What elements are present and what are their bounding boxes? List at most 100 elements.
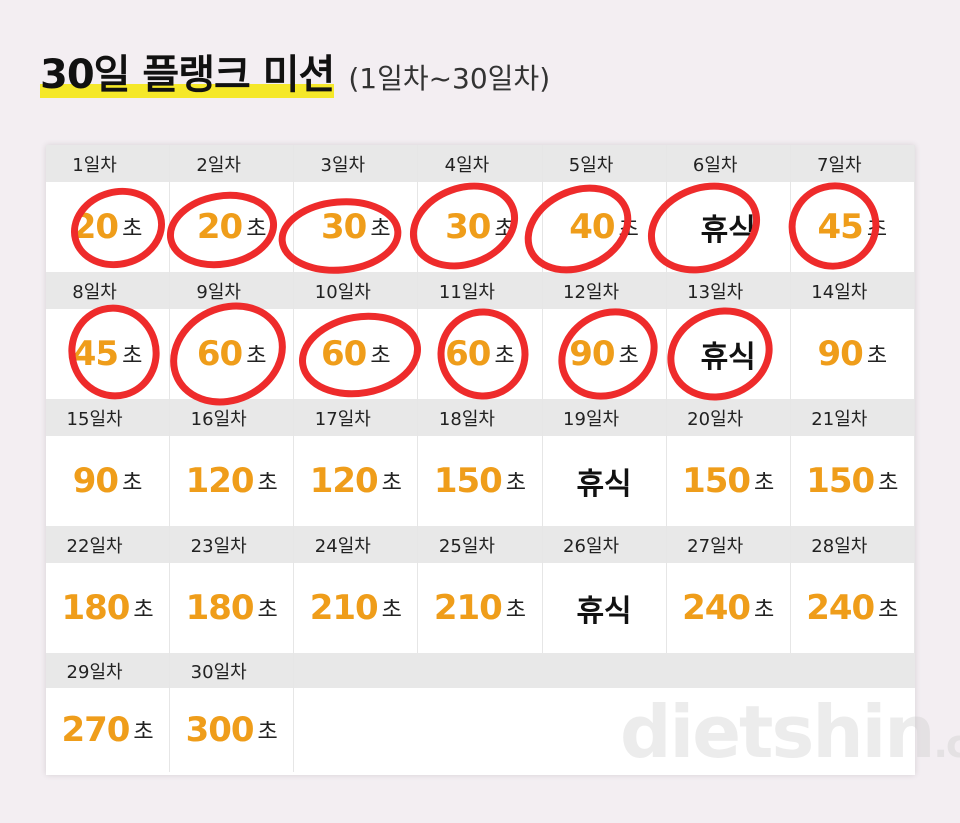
day-label: 8일차	[46, 272, 170, 309]
seconds-value: 210	[309, 588, 379, 628]
seconds-unit: 초	[866, 217, 888, 242]
day-label: 25일차	[418, 526, 542, 563]
seconds-value: 270	[61, 710, 130, 750]
seconds-unit: 초	[754, 471, 775, 496]
day-cell: 25일차 210 초	[418, 526, 543, 653]
seconds-value: 90	[817, 334, 864, 374]
day-value: 180 초	[170, 563, 294, 653]
seconds-unit: 초	[494, 217, 515, 242]
seconds-value: 300	[185, 710, 255, 750]
day-label: 14일차	[790, 272, 914, 309]
title-block: 30일 플랭크 미션 (1일차~30일차)	[40, 42, 550, 100]
seconds-unit: 초	[754, 598, 775, 623]
seconds-value: 90	[569, 334, 615, 374]
seconds-value: 60	[445, 334, 491, 374]
seconds-unit: 초	[246, 344, 267, 369]
empty-cell	[790, 653, 915, 772]
day-value: 150 초	[418, 436, 542, 526]
day-label: 2일차	[170, 145, 294, 182]
day-label: 20일차	[666, 399, 790, 436]
day-value: 30 초	[418, 182, 542, 272]
mission-calendar-card: 1일차 20 초 2일차 20 초 3일차 30 초 4일차 30 초 5일차 40 초 6일차 휴식 7일차 45…	[46, 145, 915, 775]
day-label: 4일차	[418, 145, 542, 182]
seconds-value: 20	[196, 207, 243, 247]
day-cell: 12일차 90 초	[542, 272, 667, 399]
day-value: 240 초	[790, 563, 914, 653]
day-cell: 21일차 150 초	[790, 399, 915, 526]
seconds-value: 30	[321, 207, 367, 247]
day-cell: 22일차 180 초	[46, 526, 171, 653]
watermark-logo: dietshin.com	[620, 690, 960, 774]
seconds-value: 60	[196, 334, 243, 374]
day-cell: 7일차 45 초	[790, 145, 915, 272]
day-label: 21일차	[790, 399, 914, 436]
seconds-value: 45	[817, 207, 864, 247]
day-cell: 2일차 20 초	[170, 145, 295, 272]
day-cell: 29일차 270 초	[46, 653, 171, 772]
day-cell: 5일차 40 초	[542, 145, 667, 272]
day-value: 90 초	[46, 436, 170, 526]
day-value: 150 초	[790, 436, 914, 526]
day-value: 120 초	[294, 436, 418, 526]
day-cell: 24일차 210 초	[294, 526, 419, 653]
day-label: 13일차	[666, 272, 790, 309]
seconds-value: 120	[309, 461, 379, 501]
seconds-value: 120	[185, 461, 255, 501]
day-label: 28일차	[790, 526, 914, 563]
day-label: 12일차	[542, 272, 666, 309]
seconds-value: 180	[61, 588, 130, 628]
day-cell: 27일차 240 초	[666, 526, 791, 653]
day-label: 19일차	[542, 399, 666, 436]
seconds-unit: 초	[133, 720, 154, 745]
day-cell: 10일차 60 초	[294, 272, 419, 399]
seconds-unit: 초	[618, 344, 639, 369]
day-value: 45 초	[46, 309, 170, 399]
day-label: 3일차	[294, 145, 418, 182]
day-label: 7일차	[790, 145, 914, 182]
seconds-unit: 초	[494, 344, 515, 369]
day-value: 60 초	[170, 309, 294, 399]
page-subtitle: (1일차~30일차)	[348, 62, 551, 95]
day-cell: 6일차 휴식	[666, 145, 791, 272]
day-cell: 14일차 90 초	[790, 272, 915, 399]
day-cell: 11일차 60 초	[418, 272, 543, 399]
day-value: 210 초	[418, 563, 542, 653]
day-value: 20 초	[170, 182, 294, 272]
seconds-unit: 초	[505, 598, 527, 623]
day-value: 90 초	[790, 309, 914, 399]
day-label: 18일차	[418, 399, 542, 436]
day-cell: 4일차 30 초	[418, 145, 543, 272]
day-value: 40 초	[542, 182, 666, 272]
empty-cell	[294, 653, 419, 772]
day-cell: 28일차 240 초	[790, 526, 915, 653]
day-label: 23일차	[170, 526, 294, 563]
day-cell: 18일차 150 초	[418, 399, 543, 526]
day-cell: 15일차 90 초	[46, 399, 171, 526]
seconds-value: 150	[433, 461, 503, 501]
seconds-unit: 초	[122, 344, 143, 369]
seconds-unit: 초	[133, 598, 154, 623]
rest-label: 휴식	[576, 594, 632, 629]
seconds-value: 30	[445, 207, 491, 247]
day-value: 60 초	[418, 309, 542, 399]
day-value: 150 초	[666, 436, 790, 526]
day-label: 22일차	[46, 526, 170, 563]
day-value: 270 초	[46, 688, 170, 772]
rest-label: 휴식	[576, 467, 632, 502]
seconds-value: 240	[682, 588, 751, 628]
rest-label: 휴식	[700, 340, 756, 375]
seconds-value: 60	[321, 334, 367, 374]
day-value: 45 초	[790, 182, 914, 272]
day-value: 210 초	[294, 563, 418, 653]
day-label: 6일차	[666, 145, 790, 182]
day-label: 17일차	[294, 399, 418, 436]
day-cell: 1일차 20 초	[46, 145, 171, 272]
day-value: 30 초	[294, 182, 418, 272]
day-value: 20 초	[46, 182, 170, 272]
day-label: 26일차	[542, 526, 666, 563]
day-value: 휴식	[542, 436, 666, 526]
day-label: 9일차	[170, 272, 294, 309]
